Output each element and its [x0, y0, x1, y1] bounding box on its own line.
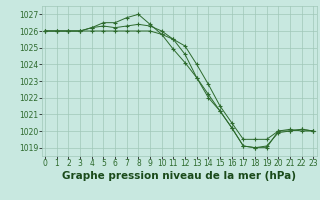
X-axis label: Graphe pression niveau de la mer (hPa): Graphe pression niveau de la mer (hPa)	[62, 171, 296, 181]
